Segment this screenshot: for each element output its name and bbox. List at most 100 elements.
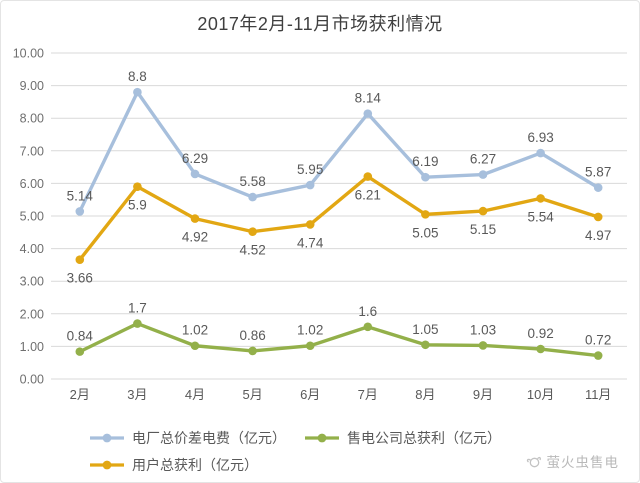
legend-label: 电厂总价差电费（亿元） <box>132 429 286 446</box>
data-point-marker <box>133 87 142 97</box>
data-point-label: 6.29 <box>182 151 208 166</box>
data-point-label: 1.02 <box>297 323 323 338</box>
legend-item: 电厂总价差电费（亿元） <box>89 428 286 448</box>
data-point-marker <box>363 109 373 118</box>
watermark: 萤火虫售电 <box>525 451 620 471</box>
line-chart-plot: 0.00 1.00 2.00 3.00 4.00 5.00 6.00 7.00 8.00 9.00… <box>13 47 627 402</box>
data-point-label: 0.86 <box>239 328 265 343</box>
data-point-marker <box>190 169 200 179</box>
data-point-label: 0.72 <box>585 333 611 348</box>
data-point-marker <box>248 227 257 236</box>
legend-item: 用户总获利（亿元） <box>89 455 258 475</box>
data-point-marker <box>190 341 200 351</box>
legend-row: 电厂总价差电费（亿元） 售电公司总获利（亿元） <box>89 424 501 451</box>
y-axis-tick-label: 3.00 <box>20 275 44 289</box>
x-axis-tick-label: 2月 <box>70 387 90 402</box>
x-axis-tick-label: 4月 <box>185 387 205 402</box>
data-point-marker <box>478 206 488 216</box>
legend-marker-icon <box>90 460 124 469</box>
x-axis-tick-label: 5月 <box>242 387 262 402</box>
data-point-label: 5.54 <box>527 209 554 224</box>
watermark-text: 萤火虫售电 <box>546 455 619 470</box>
data-point-marker <box>305 180 315 190</box>
y-axis-tick-label: 2.00 <box>20 307 44 321</box>
series-line-0 <box>78 90 600 214</box>
legend-label: 用户总获利（亿元） <box>132 456 258 473</box>
data-point-label: 5.58 <box>239 174 265 189</box>
data-point-label: 5.9 <box>128 198 147 213</box>
data-point-marker <box>305 220 315 229</box>
x-axis-tick-label: 8月 <box>415 387 435 402</box>
y-axis-tick-label: 0.00 <box>20 373 44 387</box>
legend-marker-icon <box>305 433 339 442</box>
data-point-label: 1.03 <box>470 322 496 337</box>
data-point-marker <box>536 344 545 354</box>
series-line-2 <box>78 174 600 262</box>
data-point-marker <box>305 341 315 351</box>
data-point-label: 8.8 <box>128 69 147 84</box>
data-point-label: 3.66 <box>67 271 93 286</box>
data-point-marker <box>478 341 488 350</box>
data-point-marker <box>363 322 373 332</box>
data-point-label: 6.21 <box>355 188 381 203</box>
data-point-label: 8.14 <box>355 91 382 106</box>
data-point-label: 6.27 <box>470 152 496 167</box>
data-point-label: 4.52 <box>239 243 265 258</box>
data-point-label: 0.92 <box>527 326 553 341</box>
data-point-marker <box>536 194 545 203</box>
series-line-1 <box>78 321 600 358</box>
x-axis-tick-label: 6月 <box>300 387 320 402</box>
y-axis-tick-label: 6.00 <box>20 177 44 191</box>
data-point-label: 1.02 <box>182 323 208 338</box>
firefly-logo-icon <box>526 456 541 467</box>
data-point-marker <box>421 340 430 350</box>
data-point-label: 1.7 <box>128 301 147 316</box>
data-point-label: 4.97 <box>585 228 611 243</box>
data-point-marker <box>75 347 85 356</box>
data-point-marker <box>478 170 488 179</box>
legend-label: 售电公司总获利（亿元） <box>347 429 501 446</box>
data-point-marker <box>363 172 373 181</box>
data-point-marker <box>133 319 142 328</box>
data-point-label: 1.6 <box>358 304 377 319</box>
x-axis-tick-label: 3月 <box>127 387 147 402</box>
data-point-marker <box>536 148 545 158</box>
data-point-marker <box>190 214 200 223</box>
data-point-label: 0.84 <box>67 329 94 344</box>
data-point-label: 1.05 <box>412 322 438 337</box>
data-point-marker <box>593 183 603 192</box>
data-point-label: 6.93 <box>527 130 553 145</box>
legend-row: 用户总获利（亿元） <box>89 451 501 478</box>
data-point-marker <box>421 210 430 219</box>
data-point-marker <box>248 346 257 356</box>
x-axis-tick-label: 7月 <box>358 387 378 402</box>
x-axis-tick-label: 11月 <box>585 387 612 402</box>
data-point-marker <box>248 192 257 202</box>
y-axis-tick-label: 5.00 <box>20 210 44 224</box>
y-axis-tick-label: 4.00 <box>20 242 44 256</box>
y-axis-tick-label: 9.00 <box>20 79 44 93</box>
y-axis-tick-label: 1.00 <box>20 340 44 354</box>
y-axis-tick-label: 10.00 <box>13 47 44 61</box>
y-axis-tick-label: 7.00 <box>20 144 44 158</box>
data-point-marker <box>75 207 85 216</box>
legend-marker-icon <box>90 433 124 442</box>
y-axis-tick-label: 8.00 <box>20 112 44 126</box>
data-point-label: 4.92 <box>182 230 208 245</box>
data-point-label: 5.95 <box>297 162 323 177</box>
data-point-label: 6.19 <box>412 154 438 169</box>
data-point-marker <box>593 212 603 222</box>
data-point-marker <box>133 182 142 191</box>
data-point-marker <box>593 351 603 360</box>
data-point-label: 4.74 <box>297 235 324 250</box>
data-point-label: 5.14 <box>67 188 94 203</box>
data-point-label: 5.05 <box>412 225 438 240</box>
x-axis-tick-label: 9月 <box>473 387 493 402</box>
data-point-marker <box>421 172 430 182</box>
x-axis-tick-label: 10月 <box>527 387 554 402</box>
data-point-label: 5.87 <box>585 165 611 180</box>
data-point-label: 5.15 <box>470 222 496 237</box>
legend-item: 售电公司总获利（亿元） <box>304 428 501 448</box>
chart-legend: 电厂总价差电费（亿元） 售电公司总获利（亿元） 用户总获利（亿元） <box>89 424 501 478</box>
